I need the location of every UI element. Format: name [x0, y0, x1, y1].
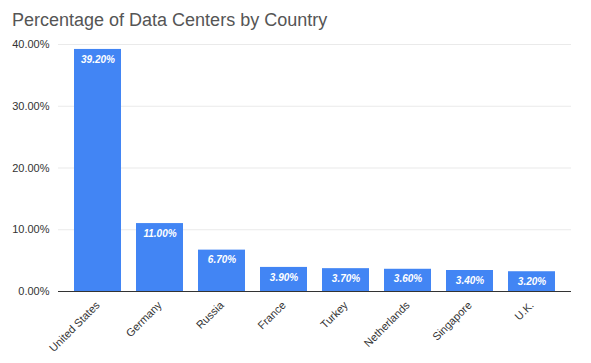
svg-text:40.00%: 40.00%: [12, 38, 50, 50]
svg-text:Netherlands: Netherlands: [361, 298, 412, 349]
svg-text:20.00%: 20.00%: [12, 162, 50, 174]
svg-text:3.90%: 3.90%: [270, 272, 298, 283]
svg-text:30.00%: 30.00%: [12, 100, 50, 112]
svg-text:Russia: Russia: [194, 298, 227, 331]
svg-text:39.20%: 39.20%: [81, 54, 115, 65]
svg-text:3.70%: 3.70%: [332, 273, 360, 284]
html-text:Percentage of Data Centers by: Percentage of Data Centers by Country: [12, 10, 328, 30]
svg-text:3.40%: 3.40%: [456, 275, 484, 286]
svg-text:11.00%: 11.00%: [143, 228, 176, 239]
svg-text:3.20%: 3.20%: [518, 276, 546, 287]
svg-text:Turkey: Turkey: [318, 298, 350, 330]
svg-text:6.70%: 6.70%: [208, 254, 236, 265]
svg-text:10.00%: 10.00%: [12, 223, 50, 235]
svg-text:0.00%: 0.00%: [18, 285, 49, 297]
svg-text:U.K.: U.K.: [512, 299, 536, 323]
svg-text:France: France: [255, 299, 288, 332]
svg-text:Germany: Germany: [123, 298, 164, 339]
svg-text:3.60%: 3.60%: [394, 273, 422, 284]
svg-text:United States: United States: [47, 298, 103, 354]
svg-text:Singapore: Singapore: [430, 299, 474, 343]
